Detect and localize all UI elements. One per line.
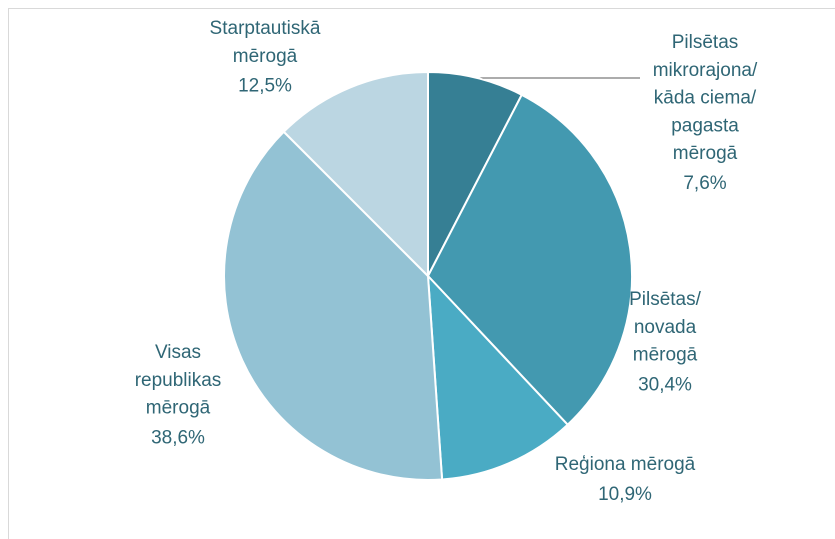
value-label: 7,6% <box>683 173 726 194</box>
category-label-line: republikas <box>135 370 222 391</box>
category-label-line: mērogā <box>233 46 298 67</box>
category-label-line: mikrorajona/ <box>653 60 758 81</box>
category-label-line: mērogā <box>146 398 211 419</box>
pie-slice <box>426 93 633 427</box>
pie-slice <box>282 70 429 279</box>
pie-slice <box>427 70 524 277</box>
category-label: Reģiona mērogā <box>555 454 696 475</box>
category-label-line: pagasta <box>671 115 739 136</box>
category-label-line: Reģiona mērogā <box>555 454 696 475</box>
category-label-line: kāda ciema/ <box>654 88 757 109</box>
category-label-line: Pilsētas/ <box>629 289 702 310</box>
value-label: 12,5% <box>238 76 292 97</box>
value-label: 30,4% <box>638 374 692 395</box>
value-label: 10,9% <box>598 484 652 505</box>
category-label-line: Pilsētas <box>672 32 739 53</box>
category-label-line: novada <box>634 317 697 338</box>
category-label: Pilsētas/novada mērogā <box>629 289 702 366</box>
category-label: Pilsētas mikrorajona/kāda ciema/pagasta mē… <box>653 32 758 164</box>
category-label-line: mērogā <box>673 143 738 164</box>
category-label: Visas republikas mērogā <box>135 342 222 419</box>
pie-slice <box>223 130 444 481</box>
category-label-line: Visas <box>155 342 201 363</box>
pie-slice <box>426 273 570 481</box>
chart-frame <box>8 8 835 539</box>
value-label: 38,6% <box>151 427 205 448</box>
category-label: Starptautiskā mērogā <box>210 18 321 67</box>
category-label-line: mērogā <box>633 345 698 366</box>
category-label-line: Starptautiskā <box>210 18 321 39</box>
